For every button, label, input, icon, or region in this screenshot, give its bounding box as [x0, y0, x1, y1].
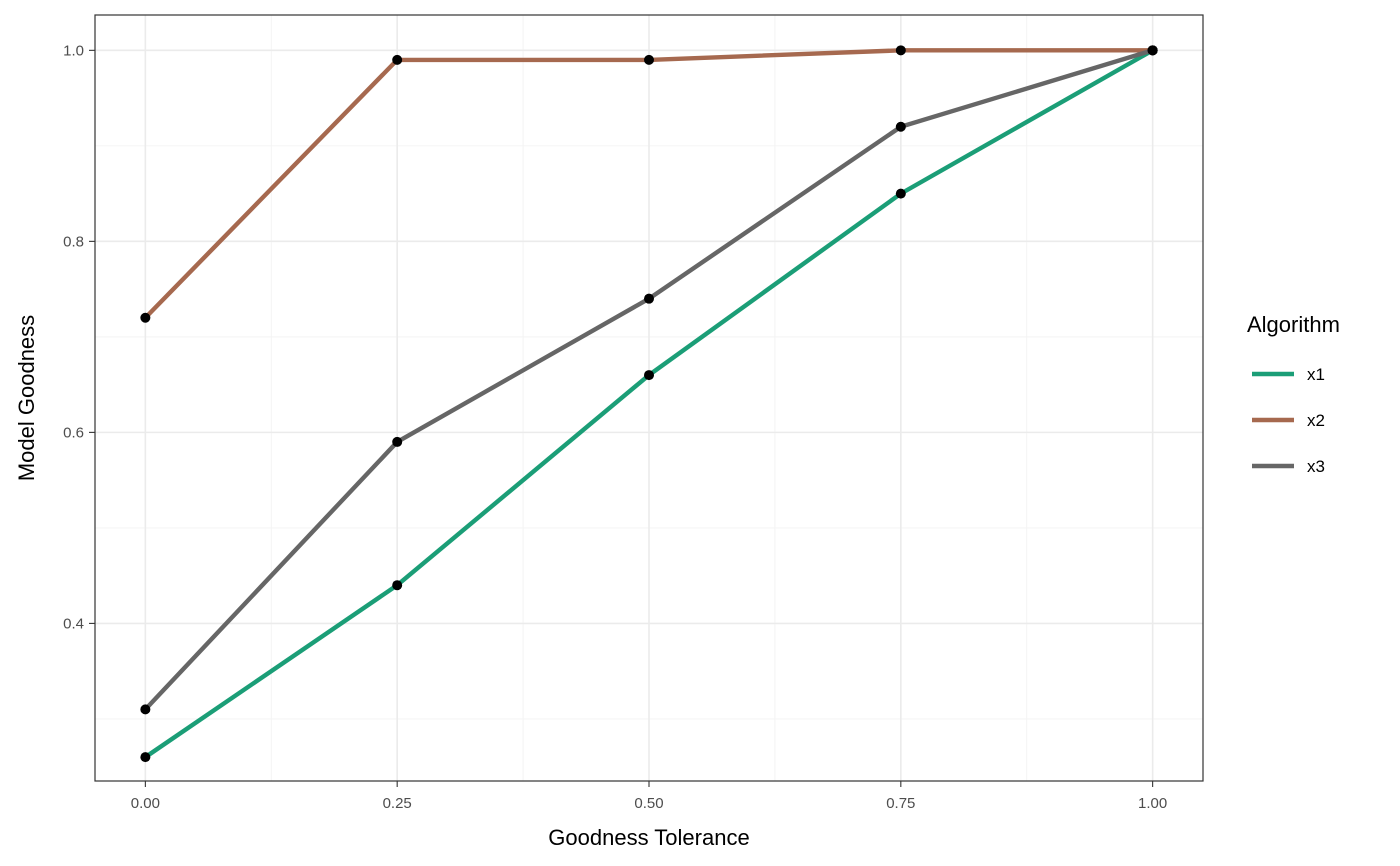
data-point-x3 — [140, 704, 151, 715]
legend-label-x2: x2 — [1307, 411, 1325, 430]
data-point-x1 — [644, 370, 654, 381]
data-point-x2 — [644, 54, 654, 65]
legend: Algorithm x1 x2 x3 — [1247, 312, 1340, 476]
y-tick-label: 1.0 — [63, 42, 84, 59]
x-tick-label: 0.75 — [886, 795, 915, 812]
data-point-x3 — [1147, 45, 1158, 56]
data-point-x3 — [644, 293, 654, 304]
data-point-x2 — [895, 45, 906, 56]
legend-title: Algorithm — [1247, 312, 1340, 337]
data-point-x1 — [140, 752, 151, 763]
x-tick-label: 0.50 — [634, 795, 663, 812]
data-point-x3 — [895, 121, 906, 132]
data-point-x1 — [895, 188, 906, 199]
data-point-x3 — [392, 436, 403, 447]
x-axis-title: Goodness Tolerance — [548, 825, 749, 850]
legend-items: x1 x2 x3 — [1252, 365, 1325, 476]
y-axis-title: Model Goodness — [14, 315, 39, 481]
y-tick-label: 0.4 — [63, 615, 84, 632]
data-point-x2 — [140, 312, 151, 323]
x-tick-label: 0.25 — [383, 795, 412, 812]
data-point-x1 — [392, 580, 403, 591]
x-tick-label: 0.00 — [131, 795, 160, 812]
data-point-x2 — [392, 54, 403, 65]
y-axis: 0.4 0.6 0.8 1.0 — [63, 42, 95, 632]
major-gridlines — [95, 15, 1203, 781]
x-tick-label: 1.00 — [1138, 795, 1167, 812]
x-axis: 0.00 0.25 0.50 0.75 1.00 — [131, 781, 1167, 812]
y-tick-label: 0.6 — [63, 424, 84, 441]
y-tick-label: 0.8 — [63, 233, 84, 250]
series-points — [140, 45, 1158, 763]
legend-label-x3: x3 — [1307, 457, 1325, 476]
legend-label-x1: x1 — [1307, 365, 1325, 384]
